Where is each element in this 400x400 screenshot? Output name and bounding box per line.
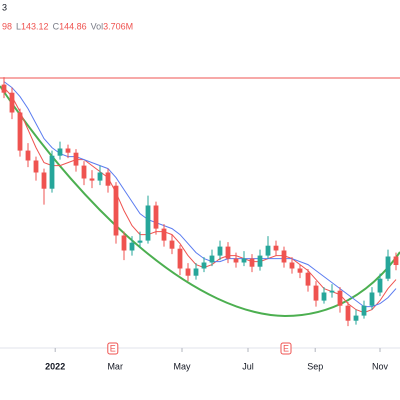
candle-body — [81, 165, 87, 179]
candle-body — [41, 172, 47, 189]
candle-body — [385, 256, 391, 279]
candle-body — [185, 268, 191, 276]
candle-body — [345, 305, 351, 321]
candle-body — [369, 292, 375, 306]
header-item: 144.86 — [59, 21, 87, 31]
candle-body — [289, 262, 295, 269]
candle-body — [1, 84, 7, 93]
candle-body — [273, 245, 279, 251]
candle-body — [73, 152, 79, 166]
indicator-line — [3, 81, 397, 308]
candle-body — [281, 250, 287, 263]
candle-body — [193, 268, 199, 276]
candle-body — [25, 150, 31, 161]
candle-body — [97, 172, 103, 181]
x-tick-label: Sep — [307, 361, 323, 371]
x-tick-label: Mar — [107, 361, 123, 371]
candle-body — [217, 246, 223, 256]
candle-body — [161, 228, 167, 241]
candle-body — [393, 256, 399, 266]
candle-body — [17, 112, 23, 151]
arc-drawing — [0, 85, 400, 318]
candle-body — [169, 240, 175, 249]
candle-body — [145, 205, 151, 241]
header-item: 98 — [2, 21, 12, 31]
candle-body — [129, 242, 135, 251]
candle-body — [353, 315, 359, 321]
candle-body — [89, 178, 95, 181]
candle-body — [57, 148, 63, 156]
candle-body — [121, 235, 127, 251]
candle-body — [33, 160, 39, 173]
candle-body — [137, 240, 143, 243]
candle-body — [305, 272, 311, 286]
event-label: E — [283, 343, 289, 353]
x-tick-label: 2022 — [45, 361, 65, 371]
event-marker — [107, 342, 119, 355]
x-tick-label: Nov — [372, 361, 389, 371]
candle-body — [329, 290, 335, 293]
candle-body — [201, 262, 207, 269]
header-item: Vol — [91, 21, 104, 31]
header-item: L — [16, 21, 21, 31]
candle-body — [153, 205, 159, 229]
candle-body — [257, 255, 263, 267]
candle-body — [377, 278, 383, 293]
candle-body — [209, 255, 215, 263]
header-item: 143.12 — [21, 21, 49, 31]
header-item: C — [53, 21, 60, 31]
x-tick-label: May — [173, 361, 191, 371]
corner-text: 3 — [2, 2, 7, 12]
x-tick-label: Jul — [242, 361, 254, 371]
candle-body — [313, 285, 319, 301]
candle-body — [337, 290, 343, 306]
candle-body — [265, 245, 271, 256]
candle-body — [321, 292, 327, 301]
event-label: E — [110, 343, 116, 353]
candle-body — [49, 155, 55, 189]
candle-body — [9, 92, 15, 113]
candle-body — [249, 258, 255, 267]
candle-body — [113, 185, 119, 236]
event-marker — [280, 342, 292, 355]
candle-body — [225, 246, 231, 259]
candle-body — [233, 258, 239, 263]
candle-body — [361, 305, 367, 316]
candle-body — [105, 172, 111, 186]
candle-body — [177, 248, 183, 269]
candle-body — [241, 258, 247, 263]
marks — [1, 77, 399, 327]
candle-body — [65, 148, 71, 153]
candle-body — [297, 268, 303, 273]
header-item: 3.706M — [103, 21, 133, 31]
